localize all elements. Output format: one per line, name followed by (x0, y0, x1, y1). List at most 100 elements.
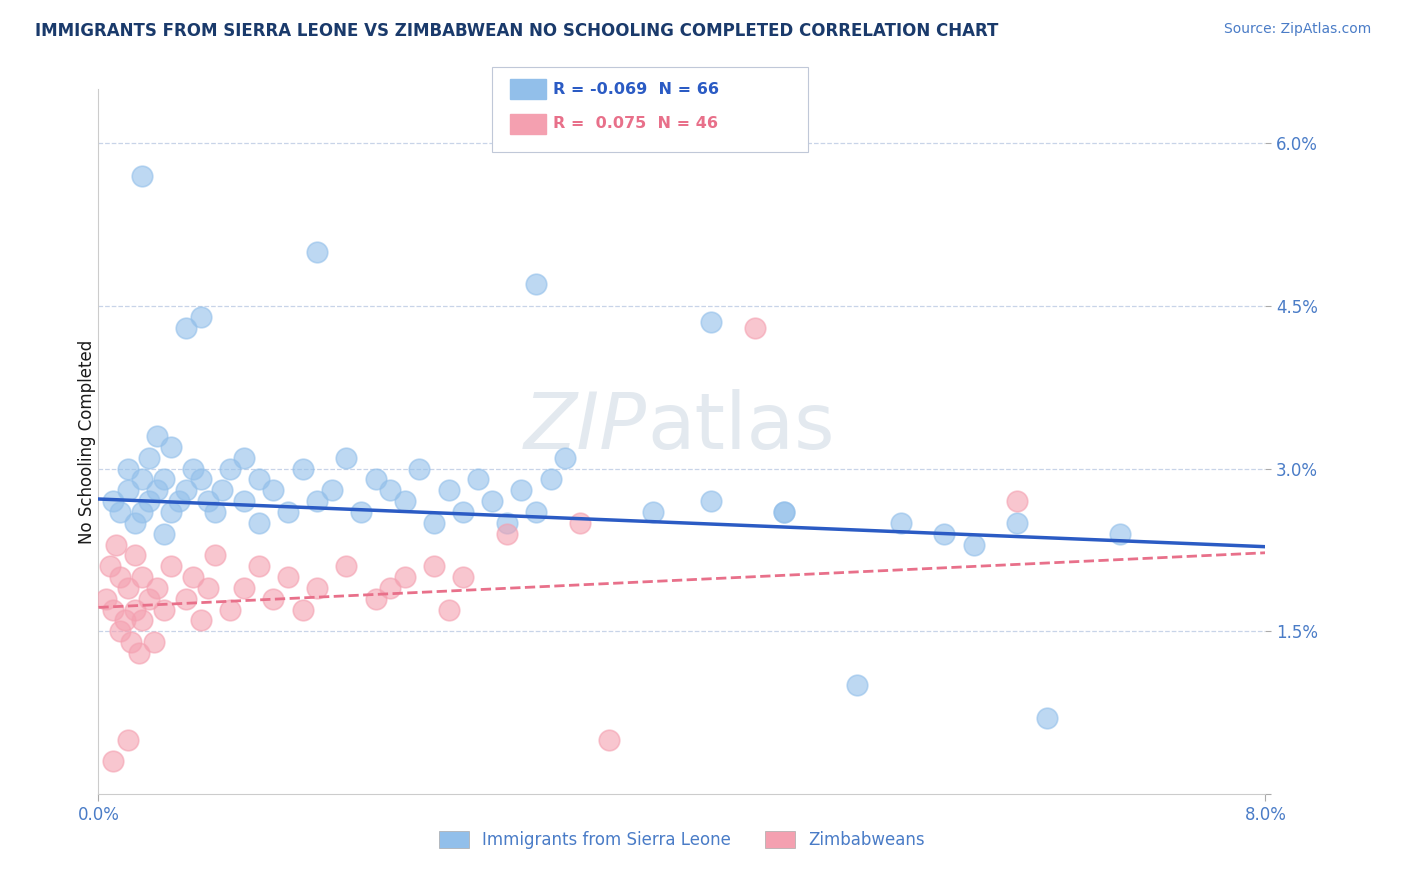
Point (190, 310, 212, 324)
Point (190, 473, 212, 487)
Point (110, 505, 132, 519)
Point (394, 494, 416, 508)
Y-axis label: No Schooling Completed: No Schooling Completed (79, 340, 96, 543)
Point (153, 602, 176, 616)
Point (233, 450, 256, 465)
Point (124, 549, 146, 563)
Text: R = -0.069  N = 66: R = -0.069 N = 66 (553, 82, 718, 96)
Text: IMMIGRANTS FROM SIERRA LEONE VS ZIMBABWEAN NO SCHOOLING COMPLETED CORRELATION CH: IMMIGRANTS FROM SIERRA LEONE VS ZIMBABWE… (35, 22, 998, 40)
Point (138, 494, 160, 508)
Point (380, 581, 402, 595)
Point (962, 537, 984, 551)
Point (124, 516, 146, 530)
Point (846, 678, 869, 692)
Point (247, 516, 270, 530)
Point (524, 277, 547, 292)
Point (524, 505, 547, 519)
Point (247, 559, 270, 574)
Point (437, 483, 460, 498)
Point (110, 570, 132, 584)
Point (204, 505, 226, 519)
Point (138, 591, 160, 606)
Point (451, 570, 474, 584)
Point (321, 483, 343, 498)
Point (568, 516, 591, 530)
Point (146, 483, 169, 498)
Point (510, 483, 533, 498)
Point (153, 526, 176, 541)
Point (291, 461, 314, 475)
Point (174, 591, 197, 606)
Point (1108, 526, 1130, 541)
Point (142, 635, 165, 649)
Point (197, 494, 219, 508)
Point (496, 516, 519, 530)
Point (124, 602, 146, 616)
Point (204, 549, 226, 563)
Point (890, 516, 912, 530)
Point (190, 614, 212, 628)
Point (94, 591, 117, 606)
Point (335, 450, 357, 465)
Point (146, 429, 169, 443)
Point (233, 581, 256, 595)
Point (181, 570, 204, 584)
Point (773, 505, 796, 519)
Point (291, 602, 314, 616)
Point (117, 483, 139, 498)
Point (160, 505, 183, 519)
Point (467, 473, 489, 487)
Point (437, 602, 460, 616)
Point (641, 505, 664, 519)
Point (408, 461, 430, 475)
Text: R =  0.075  N = 46: R = 0.075 N = 46 (553, 117, 717, 131)
Point (350, 505, 373, 519)
Text: ZIP: ZIP (524, 390, 647, 466)
Point (128, 646, 150, 660)
Point (496, 526, 519, 541)
Point (114, 614, 136, 628)
Point (307, 244, 329, 259)
Point (262, 591, 284, 606)
Point (598, 732, 620, 747)
Point (160, 559, 183, 574)
Point (104, 537, 127, 551)
Legend: Immigrants from Sierra Leone, Zimbabweans: Immigrants from Sierra Leone, Zimbabwean… (433, 824, 931, 856)
Point (101, 602, 124, 616)
Point (167, 494, 190, 508)
Point (394, 570, 416, 584)
Point (181, 461, 204, 475)
Point (218, 461, 240, 475)
Point (101, 755, 124, 769)
Point (934, 526, 956, 541)
Point (117, 732, 139, 747)
Point (451, 505, 474, 519)
Text: atlas: atlas (647, 390, 834, 466)
Point (218, 602, 240, 616)
Point (131, 570, 153, 584)
Point (540, 473, 562, 487)
Point (1007, 516, 1029, 530)
Point (120, 635, 142, 649)
Point (233, 494, 256, 508)
Point (138, 450, 160, 465)
Point (117, 581, 139, 595)
Point (153, 473, 176, 487)
Point (131, 505, 153, 519)
Point (335, 559, 357, 574)
Point (101, 494, 124, 508)
Point (277, 570, 299, 584)
Point (481, 494, 503, 508)
Point (773, 505, 796, 519)
Text: Source: ZipAtlas.com: Source: ZipAtlas.com (1223, 22, 1371, 37)
Point (146, 581, 169, 595)
Point (174, 483, 197, 498)
Point (131, 614, 153, 628)
Point (98, 559, 121, 574)
Point (1007, 494, 1029, 508)
Point (700, 315, 723, 329)
Point (1035, 711, 1057, 725)
Point (131, 169, 153, 183)
Point (307, 494, 329, 508)
Point (117, 461, 139, 475)
